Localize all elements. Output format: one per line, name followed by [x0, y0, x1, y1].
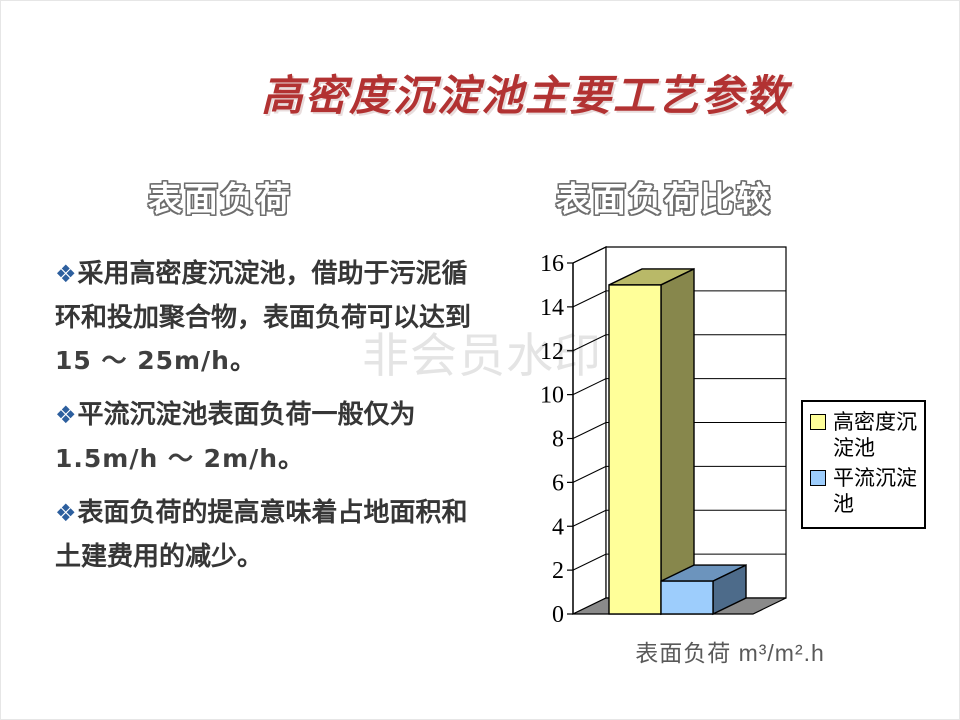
bullet-item: ❖平流沉淀池表面负荷一般仅为 1.5m/h ～ 2m/h。 — [55, 393, 489, 480]
y-tick-label: 0 — [552, 602, 564, 628]
bullet-text: 表面负荷的提高意味着占地面积和土建费用的减少。 — [55, 498, 468, 571]
diamond-bullet-icon: ❖ — [55, 260, 77, 288]
legend-swatch-blue — [810, 470, 826, 486]
y-tick-label: 8 — [552, 427, 564, 453]
y-tick-label: 16 — [540, 251, 564, 277]
legend-item: 高密度沉淀池 — [810, 409, 920, 461]
chart-section-heading: 表面负荷比较 — [556, 181, 772, 219]
legend-item: 平流沉淀池 — [810, 465, 920, 517]
gridline-connector — [572, 378, 607, 396]
gridline-connector — [572, 553, 607, 571]
bullet-item: ❖表面负荷的提高意味着占地面积和土建费用的减少。 — [55, 491, 489, 578]
diamond-bullet-icon: ❖ — [55, 499, 77, 527]
page-title: 高密度沉淀池主要工艺参数 — [260, 72, 789, 119]
y-tick-label: 12 — [540, 339, 564, 365]
y-tick-label: 4 — [552, 514, 564, 540]
bullet-strong-value: 1.5m/h ～ 2m/h — [55, 444, 279, 473]
bullet-item: ❖采用高密度沉淀池，借助于污泥循环和投加聚合物，表面负荷可以达到 15 ～ 25m… — [55, 252, 489, 382]
bullet-text: 采用高密度沉淀池，借助于污泥循环和投加聚合物，表面负荷可以达到 — [55, 259, 472, 332]
gridline-connector — [572, 334, 607, 352]
y-tick-label: 14 — [540, 295, 564, 321]
bullet-text: 平流沉淀池表面负荷一般仅为 — [77, 400, 416, 429]
watermark-text: 非会员水印 — [362, 329, 602, 382]
bar-front-face — [660, 580, 714, 615]
y-tick-label: 10 — [540, 383, 564, 409]
gridline-connector — [572, 246, 607, 264]
legend-label: 平流沉淀池 — [833, 466, 917, 516]
gridline-connector — [572, 422, 607, 439]
y-tick-label: 6 — [552, 470, 564, 496]
legend-label: 高密度沉淀池 — [833, 410, 917, 460]
bar-chart-3d: 0 2 4 6 8 10 12 14 16 — [540, 246, 787, 628]
bullet-text: 。 — [278, 444, 305, 473]
bar-front-face — [608, 284, 662, 615]
gridline-connector — [572, 290, 607, 308]
bullet-text: 。 — [229, 346, 256, 375]
chart-x-axis-label: 表面负荷 m³/m².h — [635, 640, 825, 666]
gridline-connector — [572, 509, 607, 527]
y-tick-label: 2 — [552, 558, 564, 584]
left-section-heading: 表面负荷 — [148, 181, 292, 219]
legend-swatch-yellow — [810, 414, 826, 430]
bullet-strong-value: 15 ～ 25m/h — [55, 346, 230, 375]
bullet-list: ❖采用高密度沉淀池，借助于污泥循环和投加聚合物，表面负荷可以达到15 ～ 25m… — [55, 252, 489, 589]
gridline-connector — [572, 465, 607, 483]
chart-legend: 高密度沉淀池 平流沉淀池 — [801, 400, 926, 529]
diamond-bullet-icon: ❖ — [55, 401, 77, 429]
bar-side-face — [660, 267, 695, 616]
